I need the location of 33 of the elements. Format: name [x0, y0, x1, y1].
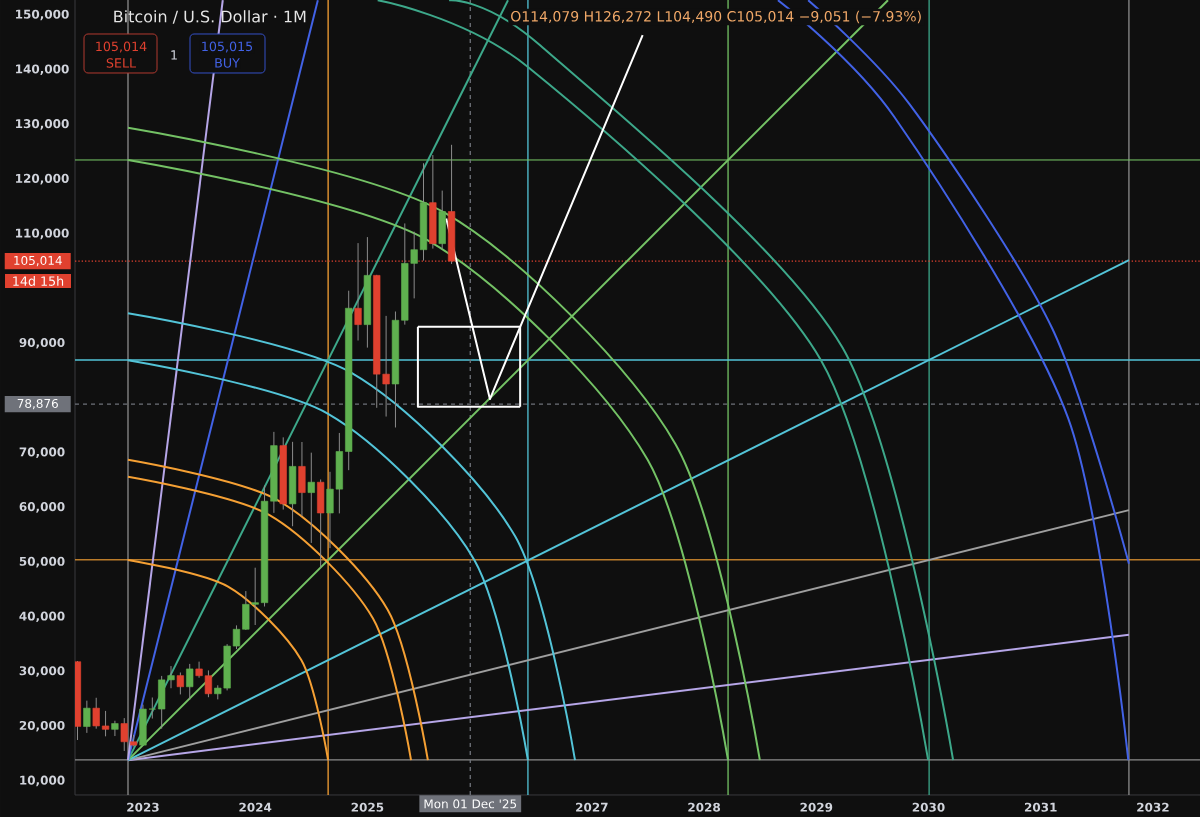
y-tick-label: 140,000: [16, 64, 69, 76]
x-tick-label: 2030: [912, 802, 945, 812]
annotation: 105,014: [96, 41, 147, 53]
annotation: SELL: [106, 58, 137, 68]
y-tick-label: 60,000: [19, 502, 65, 513]
y-tick-label: 110,000: [16, 228, 69, 240]
x-tick-label: 2023: [127, 802, 159, 812]
ref-line-label: 78,876: [17, 398, 58, 410]
x-tick-label: 2031: [1024, 802, 1057, 812]
x-tick-label: 2029: [800, 802, 833, 812]
y-tick-label: 70,000: [19, 447, 65, 458]
y-tick-label: 50,000: [19, 556, 65, 568]
ref-line-label: Mon 01 Dec '25: [424, 799, 517, 809]
text: Bitcoin / U.S. Dollar · 1M: [114, 10, 306, 24]
x-tick-label: 2032: [1137, 802, 1169, 812]
x-tick-label: 2028: [688, 802, 721, 812]
y-tick-label: 130,000: [16, 119, 69, 130]
y-tick-label: 150,000: [16, 9, 69, 21]
text: O114,079 H126,272 L104,490 C105,014 −9,051 (−7.93%): [511, 10, 921, 24]
y-tick-label: 90,000: [19, 337, 65, 349]
x-tick-label: 2025: [351, 802, 384, 812]
annotation: 105,015: [202, 41, 253, 53]
annotation: BUY: [215, 58, 240, 68]
y-tick-label: 120,000: [16, 173, 69, 185]
y-tick-label: 20,000: [19, 720, 65, 732]
y-tick-label: 30,000: [19, 666, 65, 677]
annotation: 1: [171, 50, 177, 60]
text: 14d 15h: [13, 276, 64, 286]
y-tick-label: 40,000: [19, 611, 65, 623]
x-tick-label: 2027: [576, 802, 608, 812]
ref-line-label: 105,014: [14, 255, 62, 267]
y-tick-label: 10,000: [20, 775, 65, 787]
x-tick-label: 2024: [239, 802, 272, 812]
